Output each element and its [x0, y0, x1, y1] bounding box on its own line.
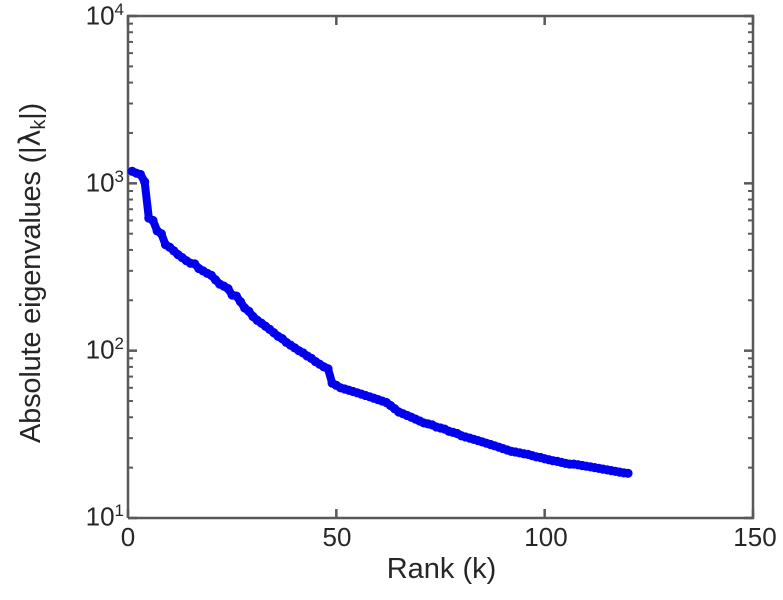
- axes-group: [126, 14, 755, 520]
- data-point: [135, 169, 146, 180]
- data-series-group: [127, 166, 633, 478]
- data-point: [148, 215, 158, 226]
- y-axis-label: Absolute eigenvalues (|λk|): [13, 13, 51, 533]
- y-tick-label-10000: 104: [85, 0, 124, 31]
- y-axis-label-suffix: |): [15, 103, 47, 120]
- x-axis-label: Rank (k): [386, 553, 497, 585]
- data-point: [156, 229, 166, 239]
- axes-frame: [126, 14, 755, 520]
- y-tick-label-100: 102: [85, 334, 124, 365]
- tick-marks-group: [126, 14, 755, 520]
- x-tick-label-150: 150: [733, 522, 777, 552]
- series-line-0: [128, 167, 632, 478]
- lambda-subscript: k: [28, 119, 50, 130]
- x-tick-label-50: 50: [322, 522, 352, 552]
- data-point: [323, 364, 333, 374]
- x-tick-label-0: 0: [120, 522, 136, 552]
- y-axis-label-prefix: Absolute eigenvalues (|: [15, 146, 47, 443]
- y-tick-label-10: 101: [85, 501, 124, 532]
- data-point: [140, 177, 150, 187]
- y-tick-label-1000: 103: [85, 167, 124, 198]
- data-point: [623, 468, 633, 478]
- lambda-symbol: λ: [13, 129, 47, 147]
- x-tick-label-100: 100: [524, 522, 568, 552]
